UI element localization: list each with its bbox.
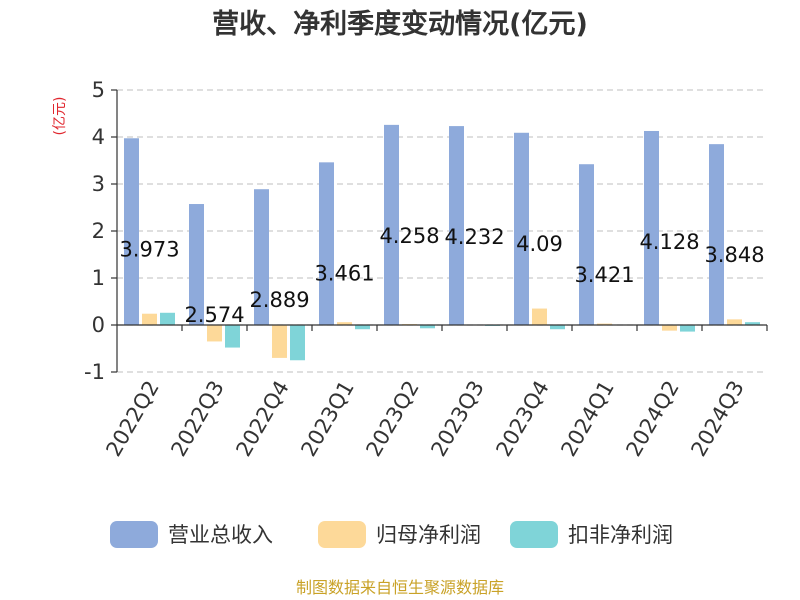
x-tick-label: 2023Q3 bbox=[426, 377, 488, 461]
bar bbox=[337, 322, 352, 325]
y-tick-label: 0 bbox=[92, 313, 105, 337]
bar bbox=[709, 144, 724, 325]
bar bbox=[662, 325, 677, 331]
bar bbox=[727, 319, 742, 325]
y-ticks: 5 4 3 2 1 0 -1 bbox=[84, 78, 118, 384]
source-note: 制图数据来自恒生聚源数据库 bbox=[296, 578, 504, 597]
data-label: 2.574 bbox=[184, 303, 244, 327]
bar bbox=[319, 162, 334, 325]
data-label: 3.461 bbox=[314, 261, 374, 285]
bar bbox=[124, 138, 139, 325]
y-tick-label: 5 bbox=[92, 78, 105, 102]
x-ticks: 2022Q2 2022Q3 2022Q4 2023Q1 2023Q2 2023Q3 2023… bbox=[101, 377, 748, 461]
legend-label[interactable]: 扣非净利润 bbox=[568, 523, 673, 547]
y-axis-label: (亿元) bbox=[52, 97, 68, 136]
y-tick-label: 4 bbox=[92, 125, 105, 149]
y-tick-label: -1 bbox=[84, 360, 105, 384]
bar bbox=[745, 322, 760, 325]
data-label: 4.128 bbox=[639, 230, 699, 254]
data-label: 3.848 bbox=[704, 243, 764, 267]
bar bbox=[550, 325, 565, 330]
x-tick-label: 2022Q2 bbox=[101, 377, 163, 461]
chart-title: 营收、净利季度变动情况(亿元) bbox=[212, 8, 588, 40]
legend-label[interactable]: 营业总收入 bbox=[168, 523, 273, 547]
x-tick-label: 2023Q4 bbox=[491, 377, 553, 461]
legend[interactable]: 营业总收入 归母净利润 扣非净利润 bbox=[110, 521, 673, 548]
data-label: 4.09 bbox=[516, 232, 563, 256]
bar bbox=[644, 130, 659, 325]
y-tick-label: 1 bbox=[92, 266, 105, 290]
x-tick-label: 2024Q1 bbox=[556, 377, 618, 461]
bar bbox=[189, 204, 204, 325]
legend-swatch[interactable] bbox=[110, 521, 158, 548]
data-label: 4.258 bbox=[379, 224, 439, 248]
bar bbox=[514, 132, 529, 325]
x-axis bbox=[117, 324, 768, 331]
data-label: 2.889 bbox=[249, 288, 309, 312]
bar bbox=[355, 325, 370, 330]
x-tick-label: 2022Q3 bbox=[166, 377, 228, 461]
x-tick-label: 2023Q1 bbox=[296, 377, 358, 461]
x-tick-label: 2022Q4 bbox=[231, 377, 293, 461]
x-tick-label: 2024Q3 bbox=[686, 377, 748, 461]
bar bbox=[254, 189, 269, 325]
x-tick-label: 2024Q2 bbox=[621, 377, 683, 461]
data-label: 4.232 bbox=[444, 225, 504, 249]
bar bbox=[142, 313, 157, 325]
bar bbox=[160, 312, 175, 325]
bar bbox=[597, 323, 612, 325]
data-label: 3.973 bbox=[119, 237, 179, 261]
bar bbox=[384, 124, 399, 326]
bar bbox=[680, 325, 695, 332]
legend-label[interactable]: 归母净利润 bbox=[376, 523, 481, 547]
bar bbox=[532, 308, 547, 325]
bar bbox=[420, 325, 435, 329]
x-tick-label: 2023Q2 bbox=[361, 377, 423, 461]
y-tick-label: 3 bbox=[92, 172, 105, 196]
bar bbox=[207, 325, 222, 342]
bar bbox=[290, 325, 305, 361]
bar bbox=[449, 126, 464, 325]
legend-swatch[interactable] bbox=[510, 521, 558, 548]
bar bbox=[225, 325, 240, 348]
bars bbox=[124, 124, 760, 361]
bar bbox=[579, 164, 594, 325]
data-label: 3.421 bbox=[574, 263, 634, 287]
legend-swatch[interactable] bbox=[318, 521, 366, 548]
y-tick-label: 2 bbox=[92, 219, 105, 243]
bar bbox=[272, 325, 287, 358]
